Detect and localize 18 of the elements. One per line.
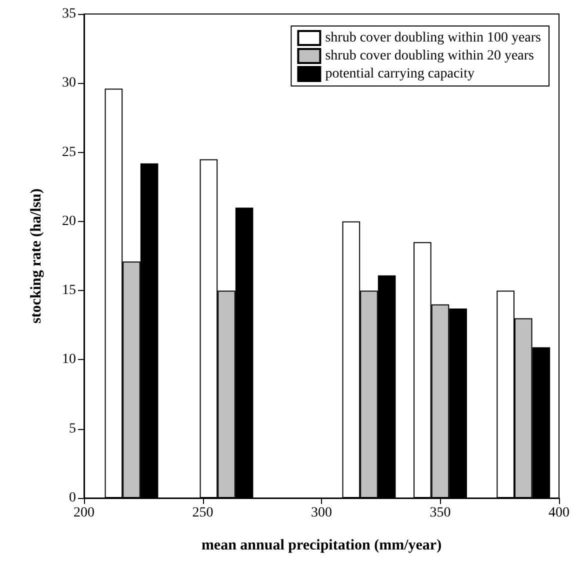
y-tick-label: 25 bbox=[62, 144, 76, 160]
x-axis-title: mean annual precipitation (mm/year) bbox=[201, 538, 442, 554]
x-tick-label: 250 bbox=[192, 506, 214, 520]
x-tick-label: 300 bbox=[311, 506, 332, 520]
legend-label: shrub cover doubling within 20 years bbox=[325, 48, 534, 64]
y-tick-label: 5 bbox=[69, 421, 76, 436]
x-tick-label: 350 bbox=[430, 506, 451, 520]
y-tick-label: 35 bbox=[62, 6, 76, 22]
y-tick-label: 10 bbox=[62, 352, 76, 368]
y-axis-title: stocking rate (ha/lsu) bbox=[28, 188, 44, 324]
x-tick-label: 400 bbox=[548, 506, 570, 520]
y-tick-label: 20 bbox=[62, 214, 76, 229]
y-tick-label: 30 bbox=[62, 76, 76, 91]
y-tick-label: 15 bbox=[62, 283, 76, 298]
x-tick-label: 200 bbox=[74, 506, 94, 520]
y-tick-label: 0 bbox=[69, 490, 76, 506]
legend-label: shrub cover doubling within 100 years bbox=[325, 30, 541, 46]
legend-label: potential carrying capacity bbox=[325, 66, 474, 82]
